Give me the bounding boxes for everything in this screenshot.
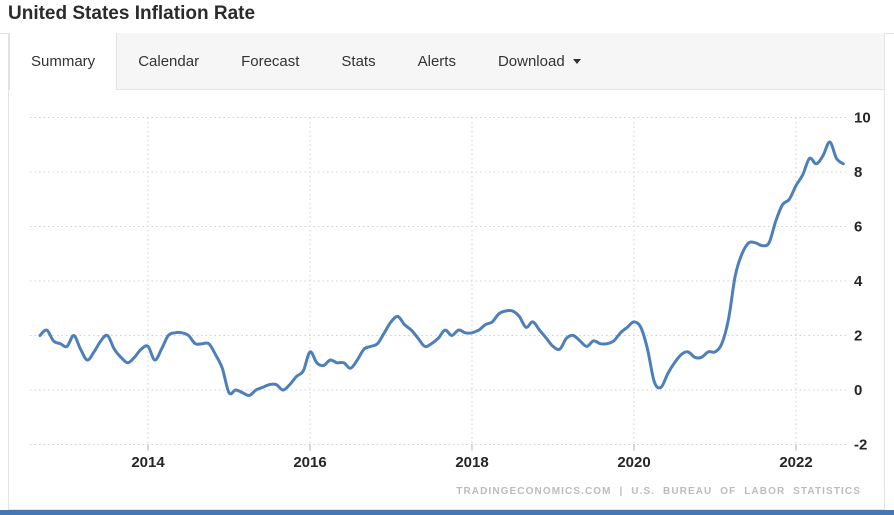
- tab-calendar-label: Calendar: [138, 52, 200, 70]
- tab-alerts[interactable]: Alerts: [397, 33, 477, 89]
- chevron-down-icon: [572, 58, 581, 64]
- svg-text:0: 0: [854, 382, 862, 399]
- inflation-rate-series-line: [38, 140, 845, 397]
- tab-stats-label: Stats: [341, 52, 376, 70]
- svg-text:2018: 2018: [455, 454, 488, 471]
- x-gridlines: [147, 117, 797, 451]
- chart-attribution: TRADINGECONOMICS.COM | U.S. BUREAU OF LA…: [456, 486, 861, 497]
- x-axis-labels: 2014 2016 2018 2020 2022: [131, 454, 812, 471]
- tab-calendar[interactable]: Calendar: [117, 33, 220, 89]
- tab-forecast-label: Forecast: [241, 52, 300, 70]
- tab-summary-label: Summary: [31, 53, 96, 70]
- tab-download[interactable]: Download: [477, 33, 602, 89]
- svg-text:4: 4: [854, 273, 863, 290]
- tab-bar: Summary Calendar Forecast Stats Alerts D…: [9, 33, 884, 90]
- tab-summary[interactable]: Summary: [9, 33, 118, 90]
- chart-area: 10 8 6 4 2 0 -2 2014 2016 2018 2020 2022 TRADINGECO…: [9, 90, 884, 509]
- svg-text:-2: -2: [854, 437, 867, 454]
- svg-text:2014: 2014: [131, 454, 165, 471]
- page-title: United States Inflation Rate: [8, 3, 256, 24]
- svg-text:2022: 2022: [779, 454, 812, 471]
- svg-text:2016: 2016: [293, 454, 326, 471]
- content-container: Summary Calendar Forecast Stats Alerts D…: [8, 33, 885, 510]
- tab-alerts-label: Alerts: [417, 52, 456, 70]
- tab-forecast[interactable]: Forecast: [220, 33, 320, 89]
- inflation-line-chart[interactable]: 10 8 6 4 2 0 -2 2014 2016 2018 2020 2022: [9, 90, 884, 510]
- y-gridlines: [30, 117, 847, 445]
- svg-text:2020: 2020: [617, 454, 650, 471]
- tab-download-label: Download: [497, 52, 565, 70]
- svg-text:10: 10: [854, 110, 871, 127]
- bottom-accent-bar: [0, 510, 894, 515]
- svg-text:8: 8: [854, 164, 862, 181]
- y-axis-labels: 10 8 6 4 2 0 -2: [854, 110, 871, 454]
- tab-stats[interactable]: Stats: [320, 33, 396, 89]
- svg-text:2: 2: [854, 328, 862, 345]
- svg-text:6: 6: [854, 219, 862, 236]
